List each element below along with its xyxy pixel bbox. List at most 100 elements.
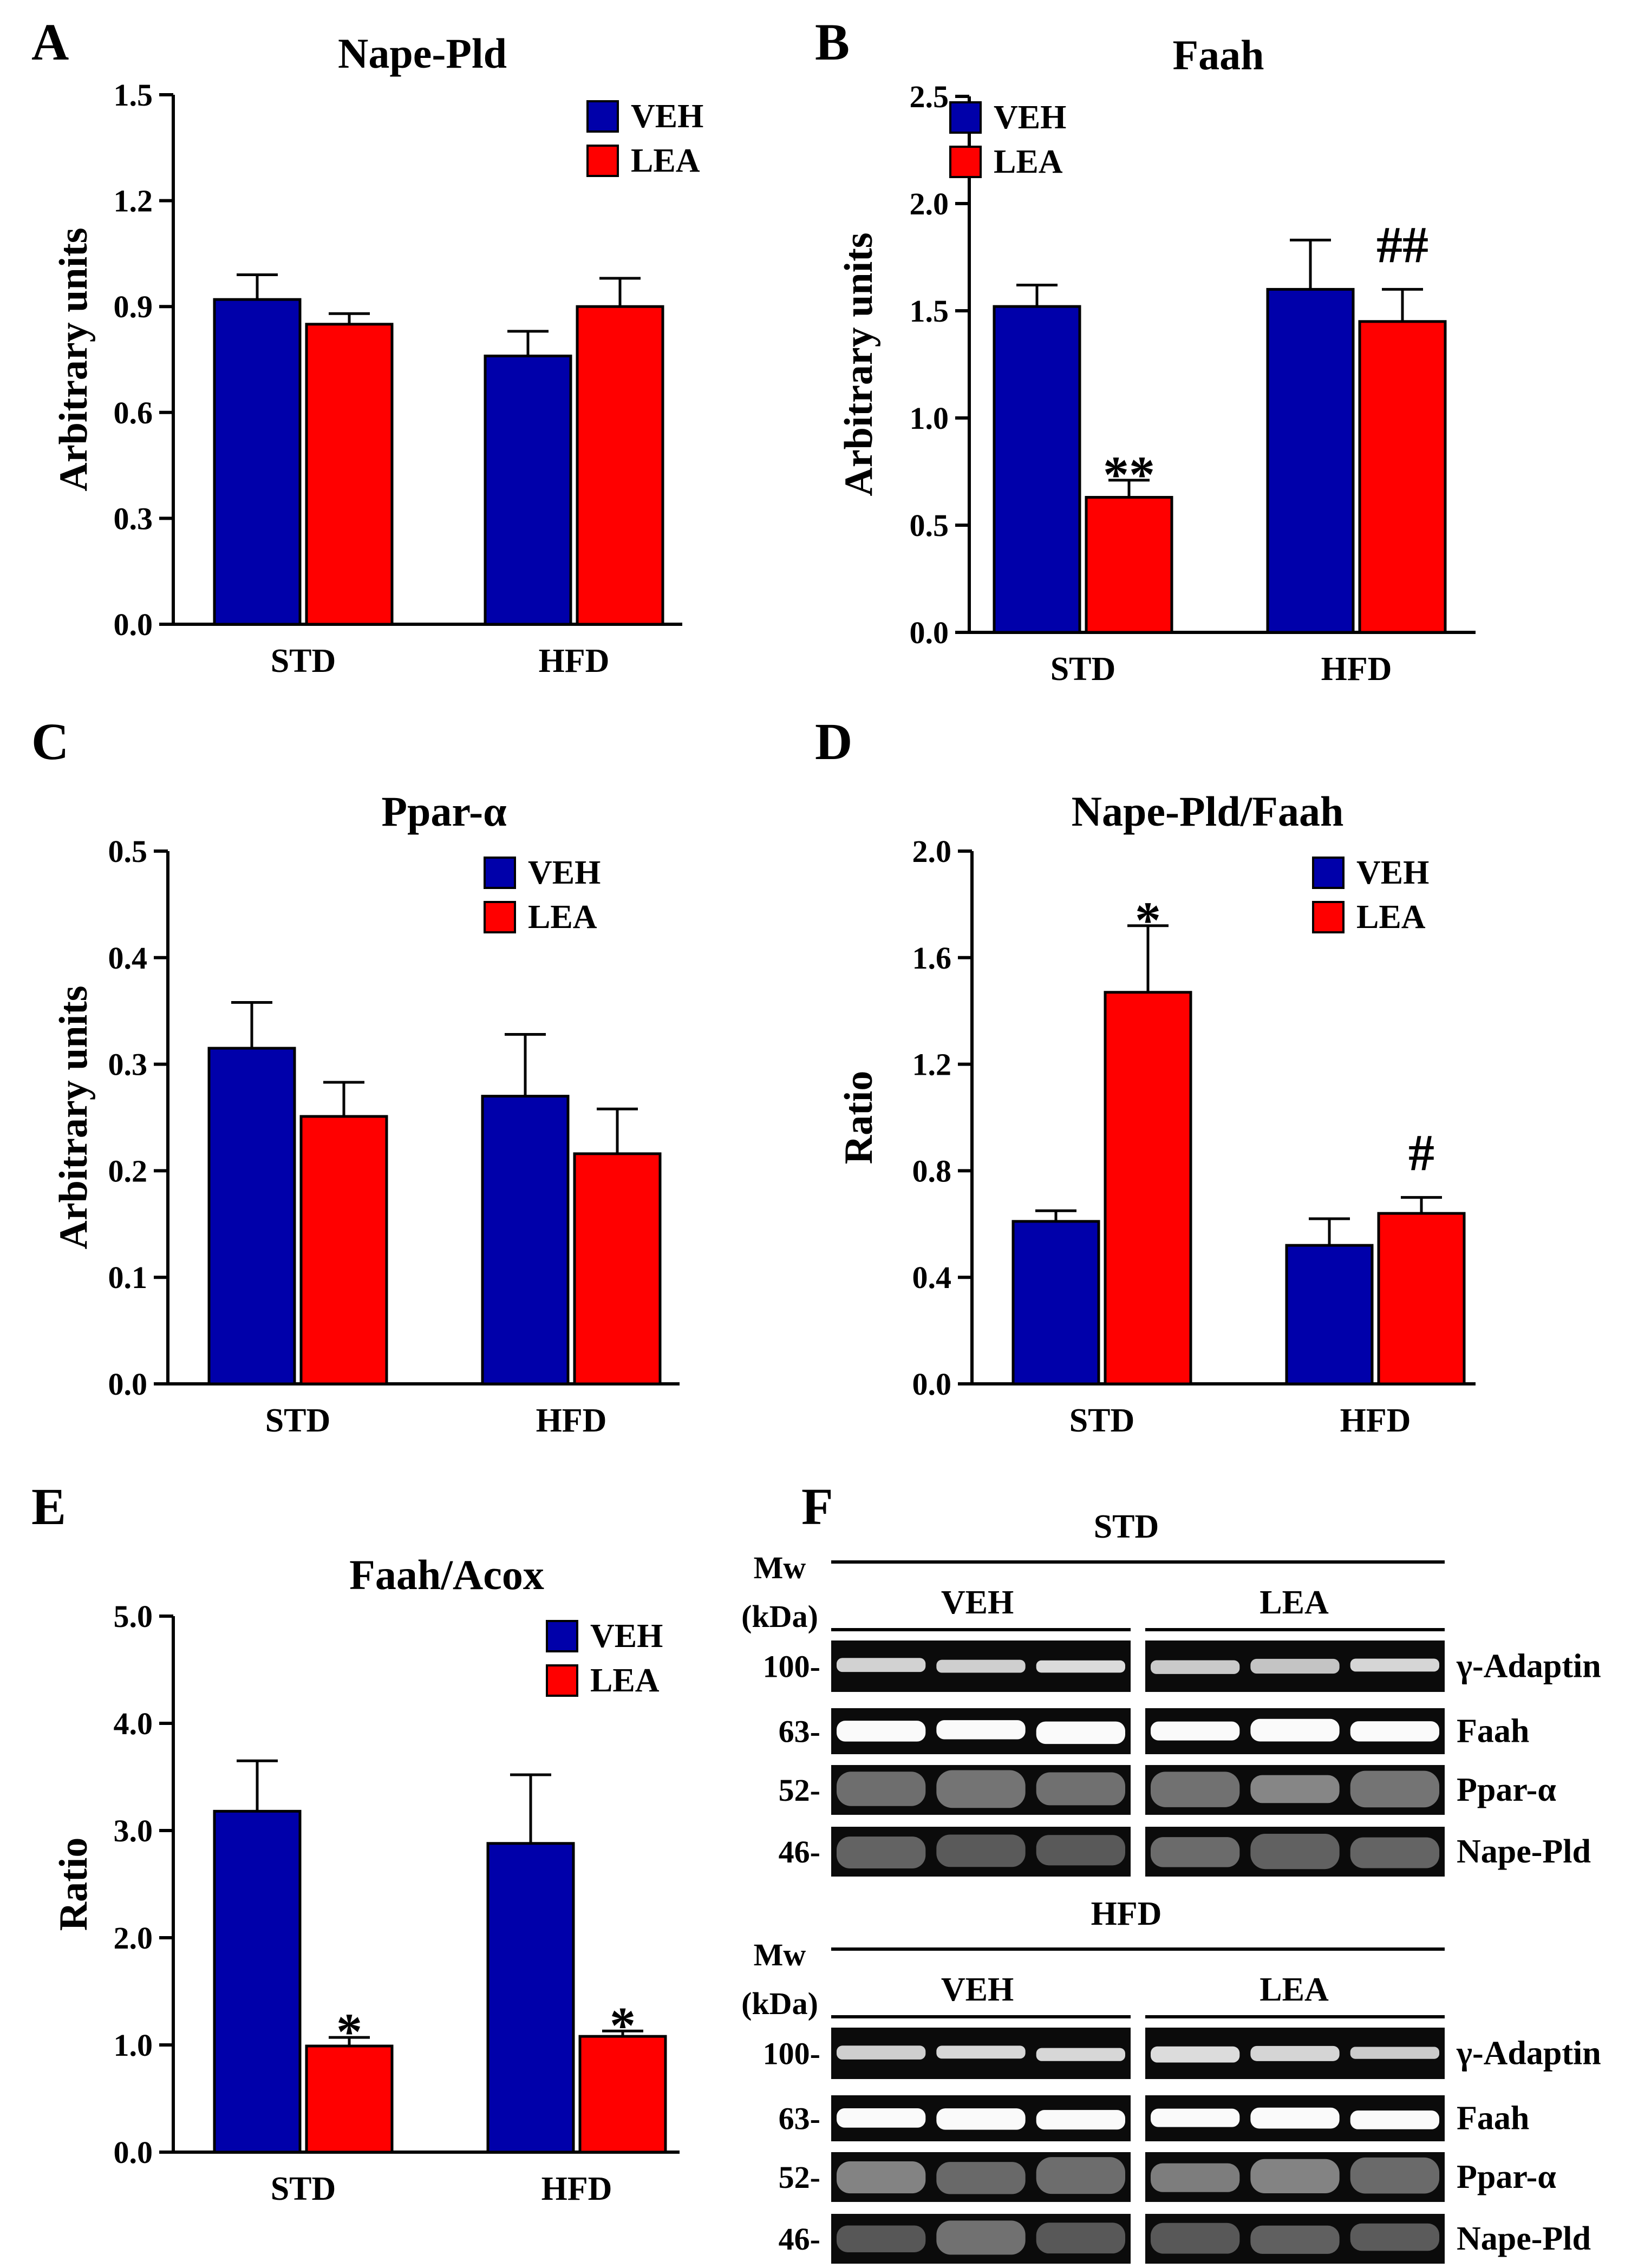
bar-veh (1266, 287, 1355, 634)
y-tick-label: 1.2 (912, 1047, 952, 1082)
blot-band (936, 1720, 1026, 1740)
mw-value: 52- (779, 2160, 820, 2195)
bar-lea (578, 2035, 667, 2154)
bar-veh (486, 1842, 575, 2154)
category-label: STD (271, 643, 336, 679)
legend-label: VEH (528, 854, 601, 891)
category-label: HFD (536, 1402, 607, 1439)
chart-title: Ppar-α (381, 788, 506, 835)
bar-veh (213, 1809, 302, 2154)
legend-label: VEH (631, 98, 703, 135)
bar-veh (1285, 1244, 1374, 1385)
bar-lea (1377, 1212, 1466, 1385)
chart-title: Faah/Acox (349, 1551, 544, 1598)
blot-band (1250, 1658, 1340, 1674)
blot-band (1250, 2107, 1340, 2129)
blot-lea-label: LEA (1260, 1971, 1329, 2008)
y-tick-label: 2.0 (114, 1920, 153, 1956)
significance-marker: ** (1103, 446, 1155, 504)
blot-band (1036, 2110, 1125, 2130)
category-label: HFD (539, 643, 610, 679)
blot-condition-label: STD (1094, 1508, 1159, 1545)
blot-band (1036, 1721, 1125, 1744)
blot-band (1350, 1770, 1439, 1808)
blot-band (1151, 1772, 1240, 1807)
legend-swatch-veh (546, 1620, 578, 1652)
blot-row: 63- Faah (779, 1708, 1529, 1754)
panel-letter: D (815, 713, 852, 770)
y-tick-label: 0.0 (114, 607, 153, 642)
bar-lea (305, 2044, 394, 2154)
legend-label: LEA (528, 899, 597, 936)
blot-condition-label: HFD (1091, 1896, 1162, 1932)
mw-value: 52- (779, 1773, 820, 1808)
blot-band (1036, 2223, 1125, 2254)
y-tick-label: 0.8 (912, 1153, 952, 1188)
y-tick-label: 0.5 (108, 834, 148, 869)
protein-label: Faah (1457, 2100, 1529, 2137)
blot-row: 52- Ppar-α (779, 2152, 1556, 2202)
y-tick-label: 0.9 (114, 289, 153, 324)
blot-band (837, 1772, 926, 1806)
y-tick-label: 0.1 (108, 1260, 148, 1295)
y-tick-label: 2.5 (910, 79, 949, 114)
blot-row: 52- Ppar-α (779, 1765, 1556, 1815)
protein-label: Ppar-α (1457, 1772, 1556, 1808)
category-label: STD (1069, 1402, 1135, 1439)
protein-label: γ-Adaptin (1456, 2035, 1601, 2072)
blot-band (1036, 2048, 1125, 2061)
blot-band (1151, 2223, 1240, 2254)
protein-label: Nape-Pld (1457, 1833, 1591, 1870)
chart-c: C Ppar-α 0.0 0.1 0.2 0.3 0.4 0.5 Arbitrary units… (31, 713, 680, 1439)
category-label: STD (271, 2171, 336, 2207)
blot-band (1250, 2225, 1340, 2254)
chart-e: E Faah/Acox 0.0 1.0 2.0 3.0 4.0 5.0 Ratio STD HFD *… (31, 1478, 680, 2207)
blot-row: 63- Faah (779, 2095, 1529, 2141)
y-tick-label: 0.4 (108, 940, 148, 976)
significance-marker: * (610, 1996, 636, 2054)
blot-band (837, 1836, 926, 1868)
y-tick-label: 0.6 (114, 395, 153, 430)
blot-band (936, 2045, 1026, 2059)
blot-band (1151, 2108, 1240, 2127)
blot-band (1350, 2157, 1439, 2194)
y-tick-label: 0.3 (108, 1047, 148, 1082)
blot-band (1350, 1721, 1439, 1742)
panel-letter: C (31, 713, 69, 770)
bar-lea (299, 1115, 388, 1385)
panel-letter: F (801, 1478, 833, 1535)
bar-lea (305, 323, 394, 626)
panel-letter: E (31, 1478, 66, 1535)
blot-band (1350, 2047, 1439, 2059)
legend-swatch-lea (484, 901, 516, 933)
bar-veh (213, 298, 302, 626)
mw-value: 63- (779, 2101, 820, 2136)
protein-label: Faah (1457, 1713, 1529, 1750)
legend-swatch-veh (949, 101, 982, 134)
protein-label: γ-Adaptin (1456, 1648, 1601, 1685)
protein-label: Nape-Pld (1457, 2220, 1591, 2257)
blot-band (1350, 2110, 1439, 2129)
chart-title: Faah (1172, 31, 1264, 79)
blot-band (1350, 1837, 1439, 1868)
blot-band (1151, 1837, 1240, 1867)
blot-band (936, 1770, 1026, 1808)
blot-band (1250, 2159, 1340, 2193)
legend-label: LEA (1356, 899, 1426, 936)
bar-veh (481, 1095, 570, 1385)
blot-row: 100- γ-Adaptin (763, 2028, 1601, 2079)
category-label: HFD (541, 2171, 612, 2207)
blot-band (936, 2108, 1026, 2130)
legend-label: LEA (994, 143, 1063, 180)
bar-veh (1011, 1220, 1100, 1385)
blot-veh-label: VEH (941, 1971, 1014, 2008)
category-label: STD (265, 1402, 331, 1439)
blot-band (1350, 2223, 1439, 2251)
blot-band (936, 1659, 1026, 1673)
y-axis-label: Arbitrary units (837, 232, 881, 496)
blot-band (837, 2225, 926, 2252)
y-tick-label: 2.0 (910, 186, 949, 221)
blot-group-hfd: HFD Mw (kDa) VEH LEA 100- γ-Adaptin 63- Faah 52- P… (741, 1896, 1601, 2264)
chart-title: Nape-Pld (338, 30, 507, 77)
